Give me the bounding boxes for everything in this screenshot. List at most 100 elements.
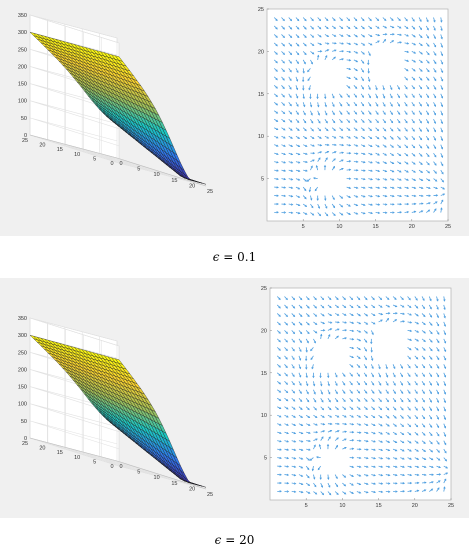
quiver-arrowhead [401, 408, 404, 411]
quiver-arrow [389, 102, 393, 107]
x-tick-label: 15 [171, 481, 177, 487]
quiver-arrowhead [341, 143, 345, 147]
quiver-arrowhead [408, 424, 412, 428]
quiver-arrowhead [362, 26, 365, 30]
quiver-arrowhead [340, 18, 343, 22]
quiver-arrowhead [413, 194, 417, 198]
quiver-arrowhead [361, 95, 365, 99]
x-tick-label: 5 [137, 470, 140, 476]
quiver-arrowhead [275, 35, 278, 38]
quiver-arrowhead [380, 312, 384, 316]
quiver-arrowhead [292, 349, 295, 352]
quiver-arrowhead [377, 26, 380, 29]
quiver-arrow [425, 17, 429, 22]
quiver-arrowhead [292, 391, 296, 394]
quiver-arrowhead [304, 179, 308, 182]
quiver-arrowhead [292, 297, 296, 301]
quiver-arrowhead [405, 154, 409, 157]
quiver-arrowhead [285, 331, 289, 335]
quiver-arrowhead [440, 37, 443, 40]
quiver-arrowhead [282, 103, 286, 106]
z-tick-label: 300 [18, 30, 27, 36]
quiver-arrowhead [420, 69, 423, 72]
quiver-arrow [433, 152, 437, 158]
quiver-arrowhead [408, 374, 411, 378]
quiver-arrowhead [307, 297, 310, 301]
quiver-arrowhead [289, 44, 293, 47]
quiver-arrowhead [416, 489, 420, 492]
quiver-arrowhead [320, 384, 323, 387]
quiver-arrowhead [434, 45, 437, 48]
quiver-arrowhead [413, 60, 417, 63]
quiver-arrowhead [282, 69, 285, 73]
quiver-arrowhead [289, 35, 293, 39]
quiver-arrowhead [399, 41, 403, 44]
quiver-arrowhead [359, 439, 362, 442]
quiver-arrowhead [310, 198, 313, 201]
quiver-arrowhead [429, 298, 432, 302]
quiver-arrowhead [275, 18, 278, 22]
quiver-arrowhead [341, 136, 344, 139]
quiver-arrowhead [340, 26, 344, 30]
quiver-arrowhead [412, 104, 415, 107]
quiver-arrowhead [362, 43, 366, 46]
quiver-arrowhead [275, 86, 278, 89]
z-tick-label: 250 [18, 47, 27, 53]
quiver-arrowhead [283, 169, 287, 172]
quiver-arrowhead [409, 348, 412, 351]
quiver-arrowhead [392, 211, 395, 214]
quiver-arrow [281, 93, 285, 98]
quiver-arrowhead [412, 86, 415, 90]
quiver-arrowhead [283, 161, 286, 164]
quiver-arrowhead [286, 490, 290, 493]
quiver-arrowhead [355, 35, 358, 38]
quiver-arrowhead [384, 169, 388, 173]
x-tick-label: 20 [189, 486, 195, 492]
quiver-arrowhead [308, 439, 311, 443]
quiver-arrow [331, 93, 335, 99]
quiver-arrowhead [330, 321, 333, 324]
quiver-arrow [428, 406, 432, 411]
quiver-arrowhead [351, 407, 354, 410]
quiver-arrowhead [304, 136, 308, 140]
quiver-arrowhead [310, 62, 313, 65]
quiver-arrowhead [434, 70, 437, 73]
quiver-arrow [433, 17, 436, 23]
quiver-arrowhead [347, 103, 350, 107]
quiver-arrow [440, 17, 443, 23]
quiver-arrow [305, 338, 309, 343]
quiver-arrowhead [394, 305, 398, 308]
quiver-arrowhead [426, 36, 430, 39]
quiver-arrowhead [329, 305, 332, 309]
quiver-arrow [433, 68, 437, 73]
quiver-arrowhead [296, 112, 299, 115]
quiver-arrowhead [426, 104, 429, 107]
quiver-arrow [392, 389, 396, 394]
quiver-arrowhead [405, 104, 408, 107]
quiver-arrowhead [440, 138, 444, 142]
quiver-arrowhead [357, 391, 361, 394]
quiver-arrowhead [296, 104, 299, 107]
quiver-arrowhead [377, 153, 380, 156]
quiver-arrowhead [391, 145, 394, 148]
quiver-arrowhead [367, 71, 370, 74]
figure-panel-top: 0 50 100 150 200 250 300 350 0 5 10 15 20 25 0 5 10 15 20 2… [0, 0, 469, 236]
quiver-arrowhead [285, 314, 289, 318]
quiver-arrowhead [319, 50, 323, 53]
quiver-arrowhead [399, 186, 402, 189]
quiver-arrowhead [348, 86, 351, 89]
quiver-arrow [291, 364, 295, 369]
quiver-arrowhead [380, 432, 383, 435]
quiver-arrowhead [355, 152, 359, 155]
quiver-arrowhead [293, 415, 296, 418]
quiver-arrowhead [442, 193, 446, 196]
quiver-arrowhead [296, 120, 300, 124]
quiver-arrowhead [317, 113, 320, 116]
quiver-arrow [440, 42, 443, 48]
quiver-arrowhead [332, 104, 335, 108]
quiver-arrowhead [286, 423, 289, 426]
quiver-arrowhead [382, 96, 386, 99]
quiver-arrowhead [384, 145, 387, 148]
quiver-arrow [295, 68, 299, 73]
quiver-arrowhead [343, 305, 347, 309]
